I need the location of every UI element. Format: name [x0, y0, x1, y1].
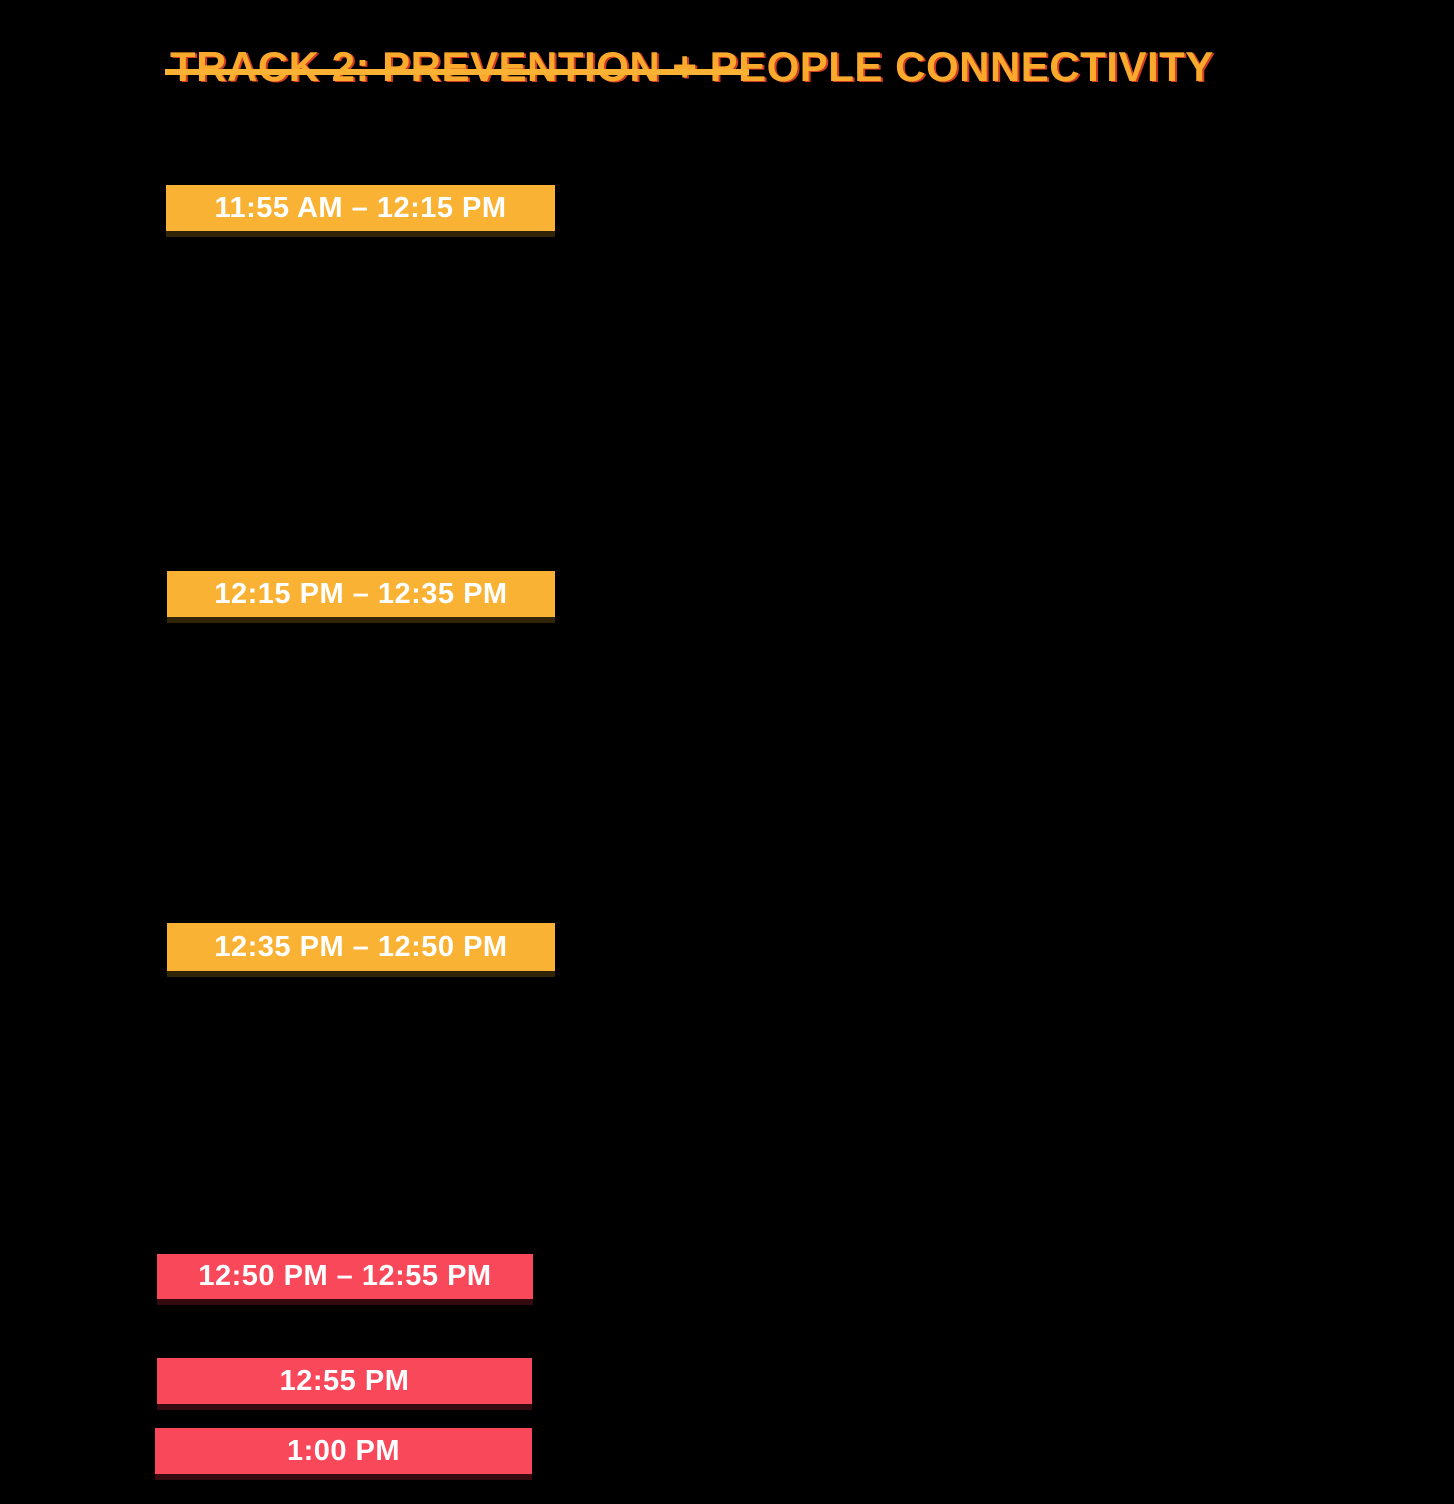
- title-underline: [165, 69, 749, 75]
- page-title: TRACK 2: PREVENTION + PEOPLE CONNECTIVIT…: [170, 43, 1214, 91]
- time-badge-session-3: 12:35 PM – 12:50 PM: [167, 923, 555, 971]
- time-badge-break-2: 12:55 PM: [157, 1358, 532, 1404]
- time-badge-session-1: 11:55 AM – 12:15 PM: [166, 185, 555, 231]
- time-badge-break-1: 12:50 PM – 12:55 PM: [157, 1254, 533, 1299]
- time-badge-break-3: 1:00 PM: [155, 1428, 532, 1474]
- time-badge-session-2: 12:15 PM – 12:35 PM: [167, 571, 555, 617]
